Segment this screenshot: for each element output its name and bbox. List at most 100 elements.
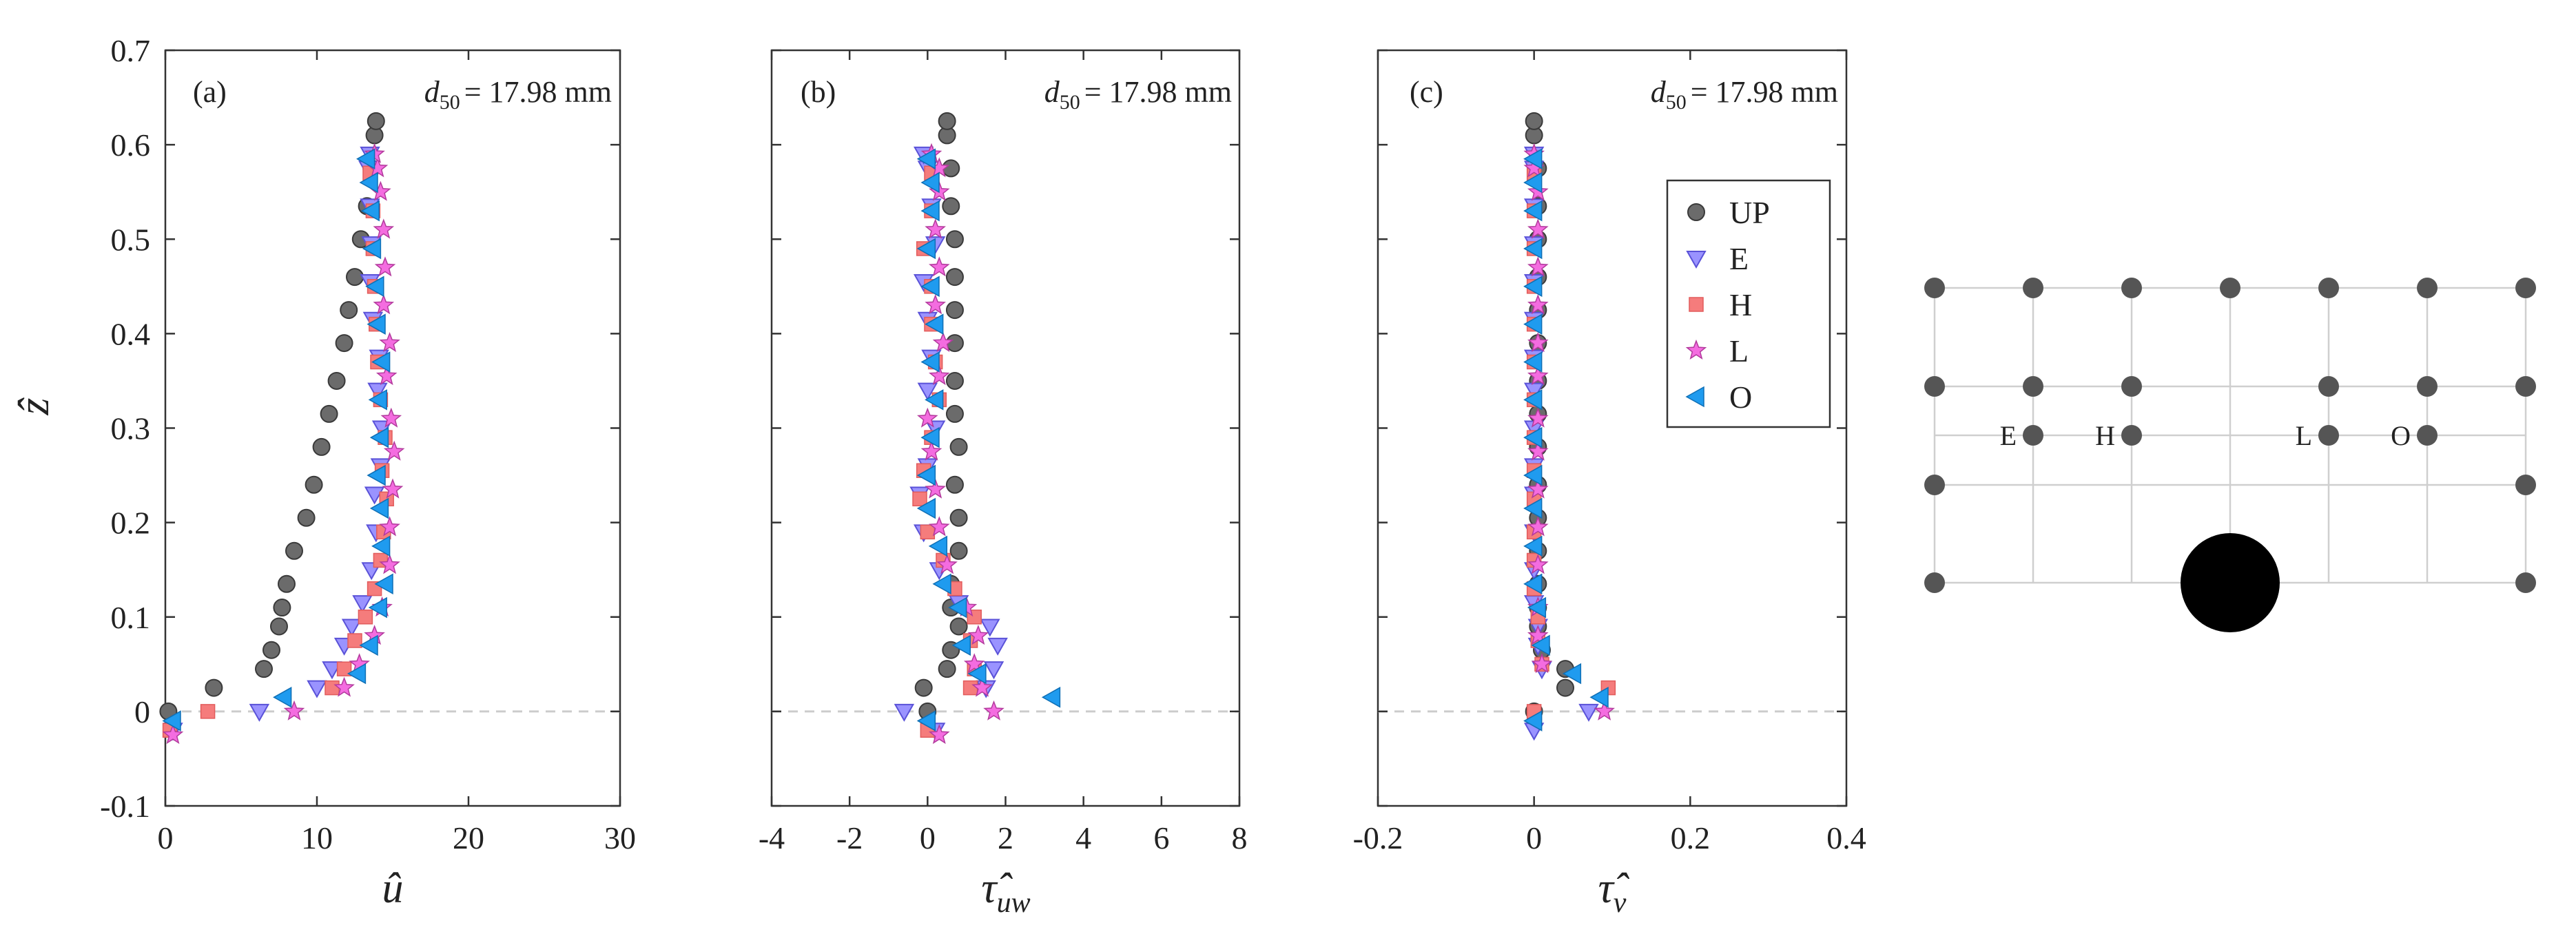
data-point-UP <box>262 641 280 659</box>
panel-a: -0.100.10.20.30.40.50.60.7 0 10 20 30 (a) d… <box>100 33 636 912</box>
measurement-label-H: H <box>2095 420 2115 451</box>
legend-marker-E <box>1686 251 1707 269</box>
data-point-L <box>1527 478 1549 499</box>
x-tick-label: 4 <box>1075 820 1091 855</box>
legend-marker-UP <box>1687 203 1705 221</box>
data-point-E <box>352 595 373 614</box>
data-point-UP <box>938 660 956 678</box>
data-point-O <box>347 663 367 685</box>
d50-annotation: d50 = 17.98 mm <box>424 75 612 114</box>
x-ticks: 0 10 20 30 <box>158 50 636 855</box>
data-marks <box>1523 112 1616 741</box>
measurement-point-H <box>2121 425 2142 446</box>
data-point-H <box>347 633 362 648</box>
grid-node <box>2121 376 2142 397</box>
data-point-O <box>367 313 386 335</box>
d50-subscript: 50 <box>440 91 460 114</box>
measurement-label-O: O <box>2391 420 2411 451</box>
measurement-point-L <box>2318 425 2339 446</box>
data-point-L <box>925 294 946 315</box>
y-ticks: -0.1 0 0.1 0.2 0.3 0.4 0.5 0.6 0.7 <box>100 33 620 824</box>
data-point-O <box>1589 687 1609 708</box>
data-point-O <box>1523 351 1543 373</box>
data-point-O <box>1523 276 1543 298</box>
data-point-O <box>1523 389 1543 411</box>
data-point-UP <box>945 268 964 287</box>
data-point-O <box>1523 535 1543 557</box>
data-point-UP <box>945 301 964 320</box>
data-point-UP <box>1525 112 1543 130</box>
data-point-O <box>374 573 393 595</box>
data-point-O <box>1523 710 1543 731</box>
d50-annotation: d50 = 17.98 mm <box>1044 75 1232 114</box>
x-tick-label: 30 <box>604 820 636 855</box>
data-point-O <box>920 200 940 222</box>
data-point-E <box>983 661 1004 680</box>
data-point-L <box>383 440 405 461</box>
data-point-UP <box>278 574 296 593</box>
data-point-O <box>967 663 987 685</box>
data-point-UP <box>327 371 346 390</box>
x-tick-label: 6 <box>1153 820 1169 855</box>
data-point-O <box>362 238 382 260</box>
grid-node <box>2515 376 2536 397</box>
data-point-L <box>1527 625 1549 645</box>
data-point-L <box>925 478 946 499</box>
d50-symbol: d <box>1044 75 1060 109</box>
panel-tag: (a) <box>193 75 227 109</box>
plot-frame <box>770 49 1241 807</box>
data-point-O <box>1531 634 1550 656</box>
legend-label-H: H <box>1729 287 1752 322</box>
data-point-L <box>1594 700 1615 720</box>
legend-label-E: E <box>1729 241 1749 276</box>
data-marks <box>894 112 1061 745</box>
data-point-UP <box>945 475 964 494</box>
data-point-UP <box>346 268 364 287</box>
data-point-UP <box>340 301 358 320</box>
data-point-L <box>374 256 396 277</box>
data-point-UP <box>949 617 968 636</box>
measurement-label-E: E <box>2000 420 2017 451</box>
data-point-O <box>1523 573 1543 595</box>
data-point-O <box>369 497 389 519</box>
y-tick-label: 0.6 <box>111 127 151 163</box>
d50-symbol: d <box>1651 75 1667 109</box>
data-point-L <box>379 554 400 574</box>
grid-node <box>2023 376 2043 397</box>
data-point-L <box>917 407 938 428</box>
x-tick-label: -4 <box>759 820 785 855</box>
y-ticks <box>772 49 1239 807</box>
data-point-H <box>336 661 352 676</box>
data-point-L <box>380 407 402 428</box>
data-point-L <box>375 365 398 386</box>
grid-node <box>2417 376 2438 397</box>
data-point-L <box>373 218 395 239</box>
grid-node <box>2318 278 2339 298</box>
data-point-E <box>364 486 385 505</box>
data-point-L <box>1527 365 1549 386</box>
legend-label-O: O <box>1729 380 1752 415</box>
data-point-O <box>371 351 391 373</box>
data-point-O <box>359 634 378 656</box>
data-point-O <box>367 464 386 486</box>
x-tick-label: 0.2 <box>1671 820 1711 855</box>
data-point-O <box>916 148 936 169</box>
plot-frame <box>164 49 621 807</box>
data-point-L <box>333 676 355 697</box>
x-ticks: -0.2 0 0.2 0.4 <box>1353 50 1866 855</box>
data-point-O <box>369 426 389 448</box>
data-point-L <box>283 700 305 720</box>
y-tick-label: 0.3 <box>111 411 151 446</box>
data-point-L <box>1527 180 1549 201</box>
data-point-O <box>920 351 940 373</box>
data-point-O <box>928 535 948 557</box>
data-point-L <box>932 332 954 353</box>
data-point-L <box>929 516 950 537</box>
data-point-O <box>365 276 384 298</box>
d50-value: = 17.98 mm <box>1084 75 1232 109</box>
data-point-L <box>379 516 400 537</box>
data-point-O <box>932 573 951 595</box>
y-tick-label: -0.1 <box>100 789 150 824</box>
data-point-UP <box>297 508 316 527</box>
data-point-E <box>341 619 362 637</box>
